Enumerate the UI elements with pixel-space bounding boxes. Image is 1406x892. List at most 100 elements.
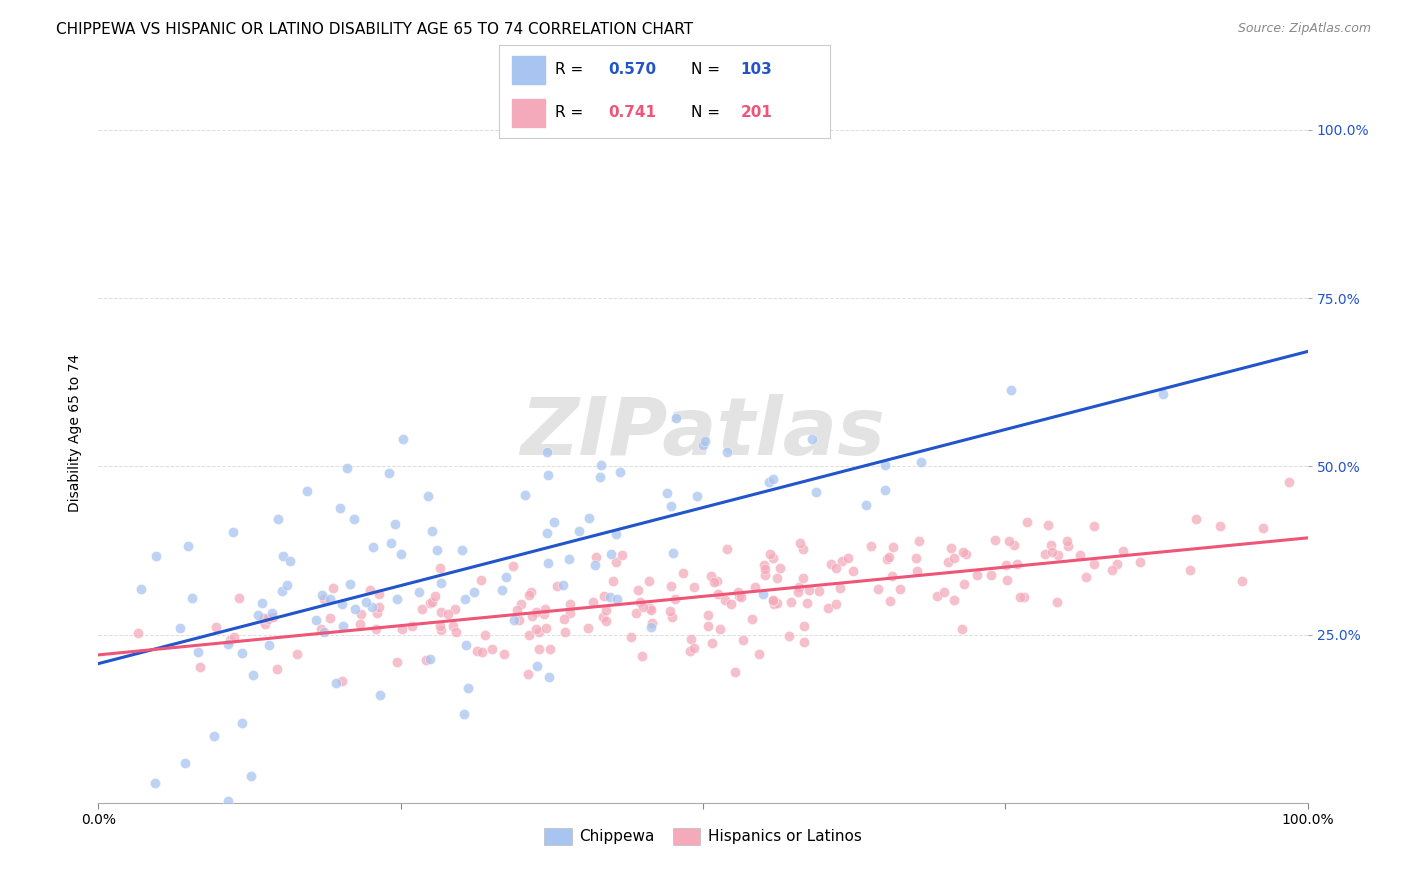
- Point: [980, 568, 1002, 582]
- Point: [276, 578, 298, 592]
- Point: [526, 659, 548, 673]
- Point: [780, 595, 803, 609]
- Point: [385, 591, 408, 606]
- Point: [349, 607, 371, 622]
- Point: [349, 617, 371, 632]
- Y-axis label: Disability Age 65 to 74: Disability Age 65 to 74: [69, 353, 83, 512]
- Point: [910, 455, 932, 469]
- Point: [817, 601, 839, 615]
- Text: CHIPPEWA VS HISPANIC OR LATINO DISABILITY AGE 65 TO 74 CORRELATION CHART: CHIPPEWA VS HISPANIC OR LATINO DISABILIT…: [56, 22, 693, 37]
- Point: [707, 587, 730, 601]
- Point: [700, 635, 723, 649]
- Point: [1057, 540, 1080, 554]
- Point: [506, 603, 529, 617]
- Point: [1185, 512, 1208, 526]
- Point: [415, 653, 437, 667]
- Point: [425, 589, 447, 603]
- Point: [256, 612, 278, 626]
- Point: [205, 620, 228, 634]
- Point: [792, 571, 814, 585]
- Point: [1038, 518, 1060, 533]
- Point: [322, 581, 344, 595]
- Point: [441, 619, 464, 633]
- Point: [628, 595, 651, 609]
- Text: Source: ZipAtlas.com: Source: ZipAtlas.com: [1237, 22, 1371, 36]
- Point: [600, 547, 623, 561]
- Point: [576, 622, 599, 636]
- Point: [995, 558, 1018, 572]
- Point: [640, 601, 662, 615]
- Bar: [512, 99, 546, 127]
- Point: [754, 558, 776, 572]
- Point: [359, 582, 381, 597]
- Point: [463, 585, 485, 599]
- Point: [217, 794, 239, 808]
- Point: [453, 706, 475, 721]
- Point: [1251, 521, 1274, 535]
- Point: [336, 461, 359, 475]
- Point: [330, 673, 353, 688]
- Point: [429, 575, 451, 590]
- Point: [769, 561, 792, 575]
- Point: [665, 410, 688, 425]
- Point: [553, 612, 575, 626]
- Point: [419, 652, 441, 666]
- Point: [181, 591, 204, 605]
- Point: [825, 561, 848, 575]
- Point: [995, 573, 1018, 587]
- Point: [257, 638, 280, 652]
- Point: [1005, 558, 1028, 572]
- Point: [664, 591, 686, 606]
- Point: [278, 553, 301, 567]
- Point: [578, 511, 600, 525]
- Point: [905, 551, 928, 566]
- Point: [517, 666, 540, 681]
- Point: [389, 547, 412, 561]
- Point: [595, 602, 617, 616]
- Point: [641, 616, 664, 631]
- Point: [807, 584, 830, 599]
- Point: [939, 541, 962, 555]
- Point: [1209, 519, 1232, 533]
- Point: [543, 515, 565, 529]
- Point: [188, 660, 211, 674]
- Point: [527, 641, 550, 656]
- Point: [312, 591, 335, 606]
- Point: [1014, 590, 1036, 604]
- Point: [793, 634, 815, 648]
- Point: [825, 597, 848, 611]
- Point: [510, 597, 533, 611]
- Point: [859, 539, 882, 553]
- Text: R =: R =: [555, 105, 589, 120]
- Point: [262, 610, 284, 624]
- Point: [524, 606, 547, 620]
- Point: [741, 612, 763, 626]
- Point: [228, 591, 250, 605]
- Point: [1033, 547, 1056, 561]
- Point: [609, 465, 631, 479]
- Point: [1074, 570, 1097, 584]
- Point: [1002, 538, 1025, 552]
- Point: [426, 543, 449, 558]
- Point: [589, 470, 612, 484]
- Point: [905, 564, 928, 578]
- Point: [385, 655, 408, 669]
- Point: [748, 647, 770, 661]
- Point: [659, 500, 682, 514]
- Point: [942, 593, 965, 607]
- Point: [681, 632, 703, 647]
- Point: [253, 611, 276, 625]
- Point: [508, 613, 530, 627]
- Point: [1046, 549, 1069, 563]
- Point: [683, 580, 706, 594]
- Point: [1180, 563, 1202, 577]
- Point: [605, 526, 627, 541]
- Point: [378, 466, 401, 480]
- Point: [936, 555, 959, 569]
- Point: [686, 489, 709, 503]
- Point: [361, 540, 384, 554]
- Point: [792, 541, 814, 556]
- Point: [533, 607, 555, 622]
- Point: [430, 606, 453, 620]
- Point: [659, 579, 682, 593]
